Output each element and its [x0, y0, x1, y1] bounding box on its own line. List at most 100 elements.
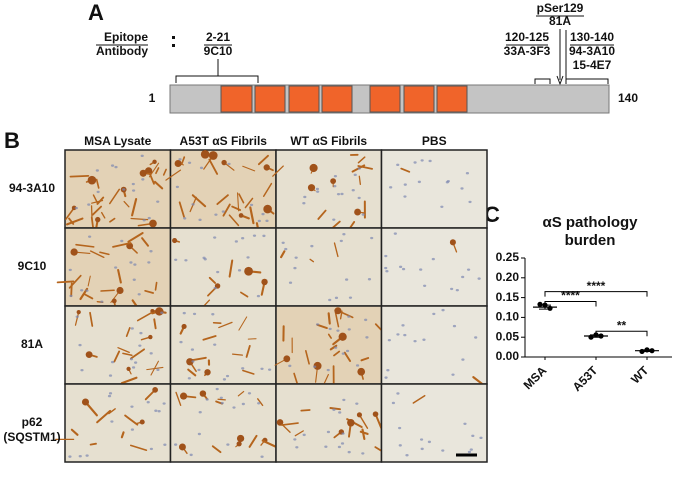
micrograph [169, 227, 277, 307]
nucleus [342, 398, 346, 402]
inclusion [358, 414, 369, 429]
nucleus [413, 161, 417, 164]
nucleus [353, 173, 357, 177]
inclusion [124, 414, 139, 426]
inclusion [240, 291, 249, 298]
nucleus [75, 315, 79, 318]
nucleus [149, 447, 153, 451]
data-point [598, 333, 604, 339]
cell-body [116, 286, 124, 295]
inclusion [70, 428, 79, 436]
significance-label: ** [617, 318, 627, 332]
bracket [175, 75, 259, 83]
inclusion [300, 409, 311, 412]
nucleus [197, 432, 201, 436]
nucleus [260, 367, 264, 370]
nucleus [131, 366, 136, 369]
nucleus [455, 288, 459, 292]
nucleus [213, 343, 217, 346]
nucleus [391, 401, 396, 405]
nucleus [385, 269, 389, 273]
significance-label: **** [561, 289, 580, 303]
nucleus [199, 166, 204, 170]
x-tick-label: WT [628, 363, 652, 387]
inclusion [272, 165, 284, 177]
epitope-range: 2-21 [206, 30, 230, 44]
nucleus [213, 236, 217, 239]
nucleus [347, 315, 351, 318]
cell-body [244, 266, 253, 276]
nucleus [241, 237, 245, 240]
inclusion [231, 353, 244, 356]
nucleus [324, 445, 328, 448]
nucleus [345, 349, 350, 353]
inclusion [228, 214, 240, 227]
nucleus [303, 195, 307, 199]
residue-start: 1 [149, 91, 156, 105]
cell-body [152, 159, 157, 164]
nucleus [452, 324, 457, 328]
micrograph-grid: MSA Lysate A53T αS Fibrils WT αS Fibrils PB… [55, 134, 488, 463]
inclusion [245, 344, 251, 358]
nucleus [347, 450, 351, 454]
nucleus [187, 377, 191, 380]
cell-body [139, 419, 145, 425]
nucleus [198, 218, 202, 222]
inclusion [117, 347, 130, 354]
inclusion [69, 174, 90, 178]
cell-body [236, 441, 242, 447]
nucleus [337, 445, 342, 449]
nucleus [465, 171, 470, 175]
inclusion [125, 327, 131, 338]
nucleus [100, 300, 104, 303]
nucleus [427, 440, 432, 444]
y-tick-label: 0.05 [496, 329, 520, 343]
nucleus [108, 374, 113, 377]
inclusion [231, 205, 242, 211]
antibody: 15-4E7 [573, 58, 612, 72]
cell-body [126, 366, 131, 371]
inclusion [136, 311, 153, 322]
nucleus [241, 402, 245, 406]
nucleus [332, 218, 336, 221]
nucleus [107, 394, 112, 398]
cell-body [263, 204, 272, 214]
cell-body [174, 160, 182, 168]
epitope-range: pSer129 [537, 1, 584, 15]
antibody: 94-3A10 [569, 44, 615, 58]
nucleus [162, 402, 166, 405]
nucleus [203, 258, 207, 261]
inclusion [83, 293, 94, 300]
nucleus [467, 450, 472, 454]
nucleus [261, 212, 265, 216]
inclusion [100, 289, 115, 292]
inclusion [123, 200, 130, 208]
protein-diagram: Epitope Antibody 2-21 9C10 120-125 33A-3… [96, 1, 638, 114]
repeat [321, 85, 353, 113]
inclusion [101, 211, 106, 219]
cell-body [356, 412, 362, 418]
cell-body [181, 323, 187, 330]
inclusion [109, 217, 116, 223]
nucleus [384, 266, 388, 270]
significance-bracket [595, 330, 648, 337]
cell-body [200, 149, 210, 159]
inclusion [262, 182, 273, 198]
arrow-head [556, 75, 564, 86]
inclusion [120, 431, 125, 439]
inclusion [191, 356, 207, 362]
nucleus [130, 405, 134, 408]
nucleus [336, 329, 340, 332]
nucleus [241, 367, 245, 370]
epitope-range: 120-125 [505, 30, 549, 44]
nucleus [357, 167, 361, 170]
nucleus [78, 343, 82, 347]
y-tick-label: 0.15 [496, 290, 520, 304]
nucleus [401, 324, 405, 327]
cell-body [221, 159, 227, 166]
significance-label: **** [587, 279, 606, 293]
inclusion [187, 368, 197, 377]
data-point [649, 348, 655, 354]
